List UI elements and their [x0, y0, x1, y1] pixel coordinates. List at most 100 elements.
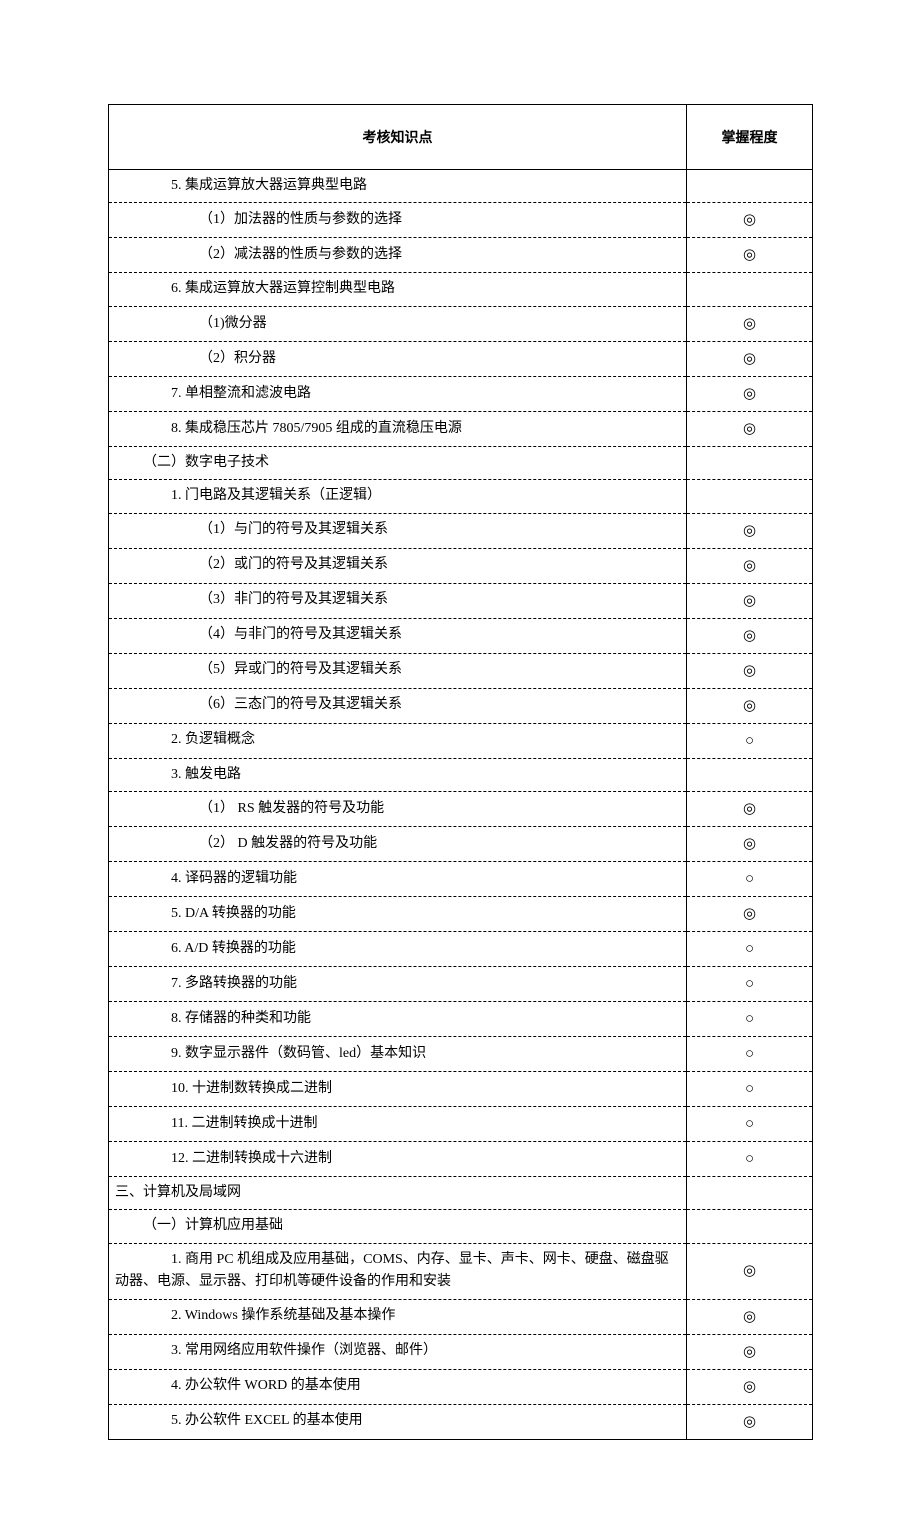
knowledge-cell: （6）三态门的符号及其逻辑关系	[109, 688, 687, 723]
knowledge-text: 4. 办公软件 WORD 的基本使用	[115, 1375, 680, 1397]
knowledge-text: 3. 常用网络应用软件操作（浏览器、邮件）	[115, 1340, 680, 1362]
knowledge-text: 11. 二进制转换成十进制	[115, 1113, 680, 1135]
table-body: 5. 集成运算放大器运算典型电路（1）加法器的性质与参数的选择◎（2）减法器的性…	[109, 170, 813, 1440]
knowledge-cell: 5. 集成运算放大器运算典型电路	[109, 170, 687, 203]
table-row: 7. 多路转换器的功能 ○	[109, 966, 813, 1001]
level-cell: ○	[687, 1036, 813, 1071]
knowledge-text: 4. 译码器的逻辑功能	[115, 868, 680, 890]
knowledge-cell: 9. 数字显示器件（数码管、led）基本知识	[109, 1036, 687, 1071]
table-row: （3）非门的符号及其逻辑关系◎	[109, 583, 813, 618]
knowledge-cell: 3. 触发电路	[109, 758, 687, 791]
level-cell	[687, 758, 813, 791]
level-cell: ○	[687, 966, 813, 1001]
level-cell: ◎	[687, 203, 813, 238]
level-cell: ◎	[687, 1243, 813, 1299]
knowledge-cell: 3. 常用网络应用软件操作（浏览器、邮件）	[109, 1334, 687, 1369]
knowledge-text: 2. 负逻辑概念	[115, 729, 680, 751]
knowledge-cell: （1）与门的符号及其逻辑关系	[109, 513, 687, 548]
knowledge-cell: （1）加法器的性质与参数的选择	[109, 203, 687, 238]
knowledge-text: 5. D/A 转换器的功能	[115, 903, 680, 925]
knowledge-text: （1)微分器	[115, 313, 680, 335]
knowledge-cell: （5）异或门的符号及其逻辑关系	[109, 653, 687, 688]
knowledge-text: 8. 集成稳压芯片 7805/7905 组成的直流稳压电源	[115, 418, 680, 440]
knowledge-cell: 1. 商用 PC 机组成及应用基础，COMS、内存、显卡、声卡、网卡、硬盘、磁盘…	[109, 1243, 687, 1299]
knowledge-text: （1） RS 触发器的符号及功能	[115, 798, 680, 820]
knowledge-cell: （2）积分器	[109, 341, 687, 376]
knowledge-cell: （2） D 触发器的符号及功能	[109, 826, 687, 861]
level-cell: ◎	[687, 341, 813, 376]
knowledge-text: 6. 集成运算放大器运算控制典型电路	[115, 278, 680, 300]
knowledge-cell: 5. 办公软件 EXCEL 的基本使用	[109, 1404, 687, 1439]
table-row: 3. 触发电路	[109, 758, 813, 791]
knowledge-cell: 三、计算机及局域网	[109, 1176, 687, 1209]
knowledge-cell: 8. 存储器的种类和功能	[109, 1001, 687, 1036]
knowledge-cell: 1. 门电路及其逻辑关系（正逻辑）	[109, 480, 687, 513]
table-row: （一）计算机应用基础	[109, 1210, 813, 1243]
knowledge-text: （3）非门的符号及其逻辑关系	[115, 589, 680, 611]
knowledge-text: 5. 办公软件 EXCEL 的基本使用	[115, 1410, 680, 1432]
knowledge-text: 1. 门电路及其逻辑关系（正逻辑）	[115, 485, 680, 507]
knowledge-text: 6. A/D 转换器的功能	[115, 938, 680, 960]
knowledge-cell: （1)微分器	[109, 306, 687, 341]
table-row: 11. 二进制转换成十进制○	[109, 1106, 813, 1141]
level-cell: ◎	[687, 411, 813, 446]
table-row: （二）数字电子技术	[109, 446, 813, 479]
header-row: 考核知识点 掌握程度	[109, 105, 813, 170]
level-cell: ◎	[687, 653, 813, 688]
table-row: （1）与门的符号及其逻辑关系◎	[109, 513, 813, 548]
knowledge-text: （一）计算机应用基础	[115, 1215, 680, 1237]
knowledge-cell: 12. 二进制转换成十六进制	[109, 1141, 687, 1176]
table-row: 5. D/A 转换器的功能 ◎	[109, 896, 813, 931]
knowledge-cell: 2. 负逻辑概念	[109, 723, 687, 758]
knowledge-text: 8. 存储器的种类和功能	[115, 1008, 680, 1030]
knowledge-text: 9. 数字显示器件（数码管、led）基本知识	[115, 1043, 680, 1065]
table-row: 8. 集成稳压芯片 7805/7905 组成的直流稳压电源 ◎	[109, 411, 813, 446]
level-cell: ◎	[687, 896, 813, 931]
table-row: 7. 单相整流和滤波电路◎	[109, 376, 813, 411]
table-row: 2. Windows 操作系统基础及基本操作 ◎	[109, 1299, 813, 1334]
knowledge-cell: 6. 集成运算放大器运算控制典型电路	[109, 273, 687, 306]
level-cell	[687, 1176, 813, 1209]
table-row: 4. 办公软件 WORD 的基本使用 ◎	[109, 1369, 813, 1404]
level-cell: ◎	[687, 618, 813, 653]
knowledge-cell: （2）或门的符号及其逻辑关系	[109, 548, 687, 583]
table-row: （1)微分器◎	[109, 306, 813, 341]
table-row: 6. A/D 转换器的功能 ○	[109, 931, 813, 966]
knowledge-text: （2）或门的符号及其逻辑关系	[115, 554, 680, 576]
knowledge-text: 2. Windows 操作系统基础及基本操作	[115, 1305, 680, 1327]
knowledge-cell: 2. Windows 操作系统基础及基本操作	[109, 1299, 687, 1334]
knowledge-cell: 8. 集成稳压芯片 7805/7905 组成的直流稳压电源	[109, 411, 687, 446]
level-cell: ◎	[687, 1369, 813, 1404]
table-row: （2）或门的符号及其逻辑关系◎	[109, 548, 813, 583]
knowledge-text: （2）减法器的性质与参数的选择	[115, 244, 680, 266]
level-cell	[687, 170, 813, 203]
level-cell: ○	[687, 1141, 813, 1176]
knowledge-text: 3. 触发电路	[115, 764, 680, 786]
level-cell: ○	[687, 1001, 813, 1036]
knowledge-cell: 5. D/A 转换器的功能	[109, 896, 687, 931]
knowledge-text: 7. 多路转换器的功能	[115, 973, 680, 995]
knowledge-text: （5）异或门的符号及其逻辑关系	[115, 659, 680, 681]
level-cell: ◎	[687, 826, 813, 861]
table-row: 5. 办公软件 EXCEL 的基本使用◎	[109, 1404, 813, 1439]
table-row: （6）三态门的符号及其逻辑关系◎	[109, 688, 813, 723]
level-cell: ○	[687, 931, 813, 966]
knowledge-text: 5. 集成运算放大器运算典型电路	[115, 175, 680, 197]
table-row: （1） RS 触发器的符号及功能◎	[109, 791, 813, 826]
knowledge-cell: 6. A/D 转换器的功能	[109, 931, 687, 966]
level-cell	[687, 1210, 813, 1243]
knowledge-cell: （二）数字电子技术	[109, 446, 687, 479]
knowledge-text: （二）数字电子技术	[115, 452, 680, 474]
table-row: （2）积分器 ◎	[109, 341, 813, 376]
knowledge-text: 12. 二进制转换成十六进制	[115, 1148, 680, 1170]
level-cell: ◎	[687, 238, 813, 273]
knowledge-cell: 7. 多路转换器的功能	[109, 966, 687, 1001]
knowledge-cell: 10. 十进制数转换成二进制	[109, 1071, 687, 1106]
knowledge-cell: 11. 二进制转换成十进制	[109, 1106, 687, 1141]
syllabus-table: 考核知识点 掌握程度 5. 集成运算放大器运算典型电路 （1）加法器的性质与参数的…	[108, 104, 813, 1440]
level-cell	[687, 446, 813, 479]
knowledge-text: （2）积分器	[115, 348, 680, 370]
level-cell: ◎	[687, 1299, 813, 1334]
table-row: 5. 集成运算放大器运算典型电路	[109, 170, 813, 203]
knowledge-text: 7. 单相整流和滤波电路	[115, 383, 680, 405]
